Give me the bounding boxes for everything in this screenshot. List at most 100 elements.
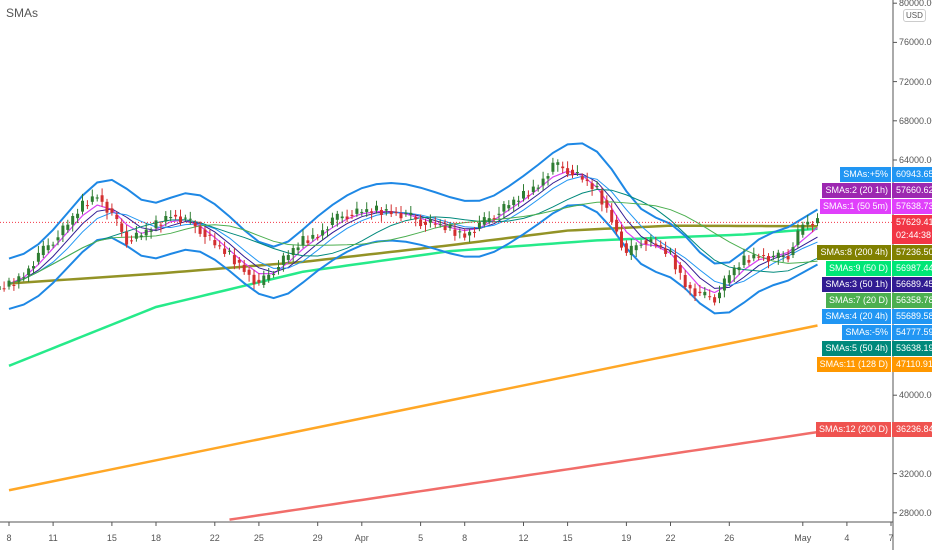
candle-body [669,250,672,252]
price-label: SMAs:4 (20 4h) 55689.58 [817,309,932,324]
candle-body [76,213,80,219]
candle-body [585,179,589,182]
candle-body [482,217,486,225]
candle-body [95,197,99,199]
sma-line [8,201,818,285]
x-tick-label: 25 [253,533,264,543]
candle-body [365,209,369,212]
candle-body [742,255,746,266]
candle-body [620,231,623,248]
candle-body [379,209,383,215]
candle-body [747,259,751,263]
candle-body [389,211,393,215]
price-labels: SMAs:+5% 60943.65 SMAs:2 (20 1h) 57660.62 SM… [816,167,932,372]
candle-body [664,248,668,254]
candle-body [448,225,452,228]
countdown-text: 02:44:38 [896,230,932,240]
candle-body [615,219,619,232]
label-value: 54777.59 [892,325,932,340]
candle-body [771,255,775,258]
candle-body [468,231,472,236]
label-name: SMAs:9 (50 D) [825,261,891,276]
candle-body [384,209,388,211]
candle-body [159,224,163,226]
sma-line [8,227,818,367]
x-tick-label: 5 [418,533,424,543]
candle-body [644,240,648,245]
x-tick-label: 15 [106,533,117,543]
label-name: SMAs:5 (50 4h) [822,341,891,356]
candle-body [438,224,442,226]
candle-body [267,274,271,280]
candle-body [27,268,31,276]
candle-body [193,223,197,227]
x-tick-label: 29 [312,533,323,543]
candle-body [673,255,677,270]
candle-body [36,252,40,262]
value-text: 56358.78 [896,295,932,305]
candle-body [414,217,418,220]
price-label: SMAs:8 (200 4h) 57236.50 [817,245,932,260]
candle-body [433,223,437,225]
candle-body [120,223,124,232]
candle-body [169,217,173,219]
x-tick-label: 7 [888,533,894,543]
candle-body [473,231,476,233]
candle-body [61,225,65,236]
candle-body [188,218,192,220]
value-text: 56987.44 [896,263,932,273]
indicator-title: SMAs [6,6,39,20]
value-text: 47110.91 [896,359,932,369]
currency-button[interactable]: USD [903,9,926,22]
label-name: SMAs:7 (20 D) [825,293,891,308]
candle-body [634,245,638,251]
candle-body [130,240,133,242]
candle-body [223,248,227,254]
sma-line [8,324,818,492]
candle-body [296,247,300,251]
candle-body [198,226,202,234]
price-label: SMAs:-5% 54777.59 [817,325,932,340]
candle-body [311,234,315,239]
candle-body [154,220,158,229]
x-tick-label: 18 [150,533,162,543]
candle-body [497,213,501,215]
candle-body [22,277,26,279]
candle-body [399,212,403,219]
candle-body [66,224,70,230]
y-tick-label: 72000.00 [899,76,932,87]
candle-body [218,245,222,247]
candle-body [350,214,354,217]
candle-body [291,248,295,256]
candle-body [654,243,658,246]
label-name: SMAs:8 (200 4h) [817,245,891,260]
candle-body [257,279,261,283]
candle-body [757,256,761,258]
label-name: SMAs:3 (50 1h) [822,277,891,292]
price-label: SMAs:11 (128 D) 47110.91 [816,357,932,372]
candle-body [335,213,339,220]
sma-line [8,175,818,287]
candle-body [517,200,521,202]
envelope-upper-line [8,142,819,265]
value-text: 54777.59 [896,327,932,337]
candle-body [90,196,94,202]
candle-body [801,224,805,235]
candle-body [286,255,290,260]
candle-body [100,195,104,202]
candle-body [698,291,702,294]
y-tick-label: 64000.00 [899,155,932,165]
candle-body [345,216,349,220]
candle-body [551,162,555,172]
candle-body [575,172,579,174]
candle-body [502,204,506,212]
candle-body [507,205,511,209]
label-name: SMAs:11 (128 D) [816,357,891,372]
candle-body [149,230,153,232]
candle-body [786,256,790,260]
candle-body [816,218,819,224]
x-tick-label: 8 [462,533,468,543]
value-text: 57236.50 [896,247,932,257]
label-value: 56358.78 [892,293,932,308]
